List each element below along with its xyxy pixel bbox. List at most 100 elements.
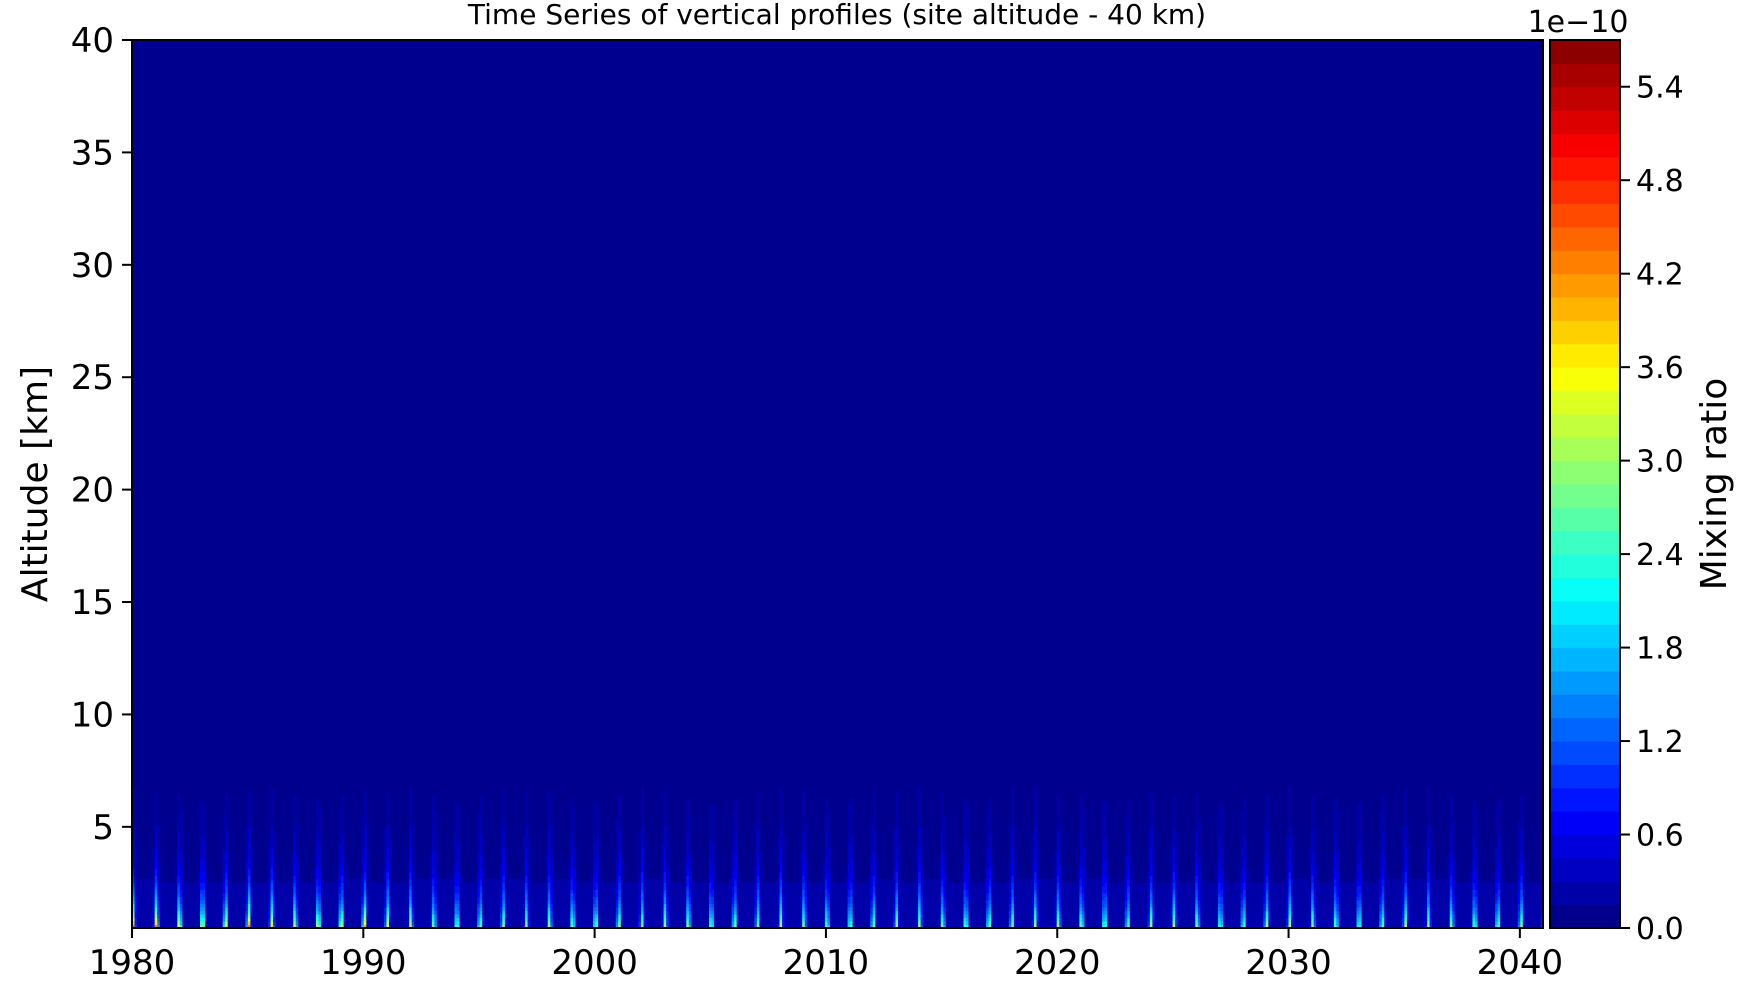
heatmap-cell [640,861,645,866]
heatmap-cell [189,885,194,890]
heatmap-cell [656,913,660,919]
heatmap-cell [570,840,574,845]
heatmap-cell [661,906,665,912]
heatmap-cell [600,924,604,928]
heatmap-cell [227,892,231,897]
heatmap-cell [132,843,136,848]
heatmap-cell [716,885,720,890]
heatmap-cell [457,889,461,894]
heatmap-cell [172,917,176,922]
heatmap-cell [583,896,587,901]
heatmap-cell [389,920,393,926]
heatmap-cell [409,787,413,792]
heatmap-cell [290,885,294,890]
heatmap-cell [751,913,755,919]
heatmap-cell [154,903,158,908]
heatmap-cell [797,889,801,894]
heatmap-cell [414,885,418,890]
heatmap-cell [668,924,672,928]
heatmap-cell [739,920,743,926]
heatmap-cell [250,882,254,887]
heatmap-cell [572,924,577,928]
heatmap-cell [404,917,408,922]
heatmap-cell [366,924,370,928]
heatmap-cell [394,885,398,890]
heatmap-cell [318,822,322,827]
heatmap-cell [527,857,531,862]
heatmap-cell [635,899,640,905]
heatmap-cell [525,917,529,922]
heatmap-cell [303,917,307,922]
heatmap-cell [633,903,637,908]
heatmap-cell [172,882,176,887]
heatmap-cell [550,847,554,852]
heatmap-cell [640,896,645,901]
heatmap-cell [255,906,259,912]
heatmap-cell [338,843,342,848]
heatmap-cell [540,920,544,926]
heatmap-cell [169,882,173,887]
heatmap-cell [719,882,723,887]
heatmap-cell [441,892,446,897]
heatmap-cell [293,836,297,841]
heatmap-cell [701,920,705,926]
heatmap-cell [230,906,234,912]
heatmap-cell [409,836,413,841]
heatmap-cell [686,896,690,901]
heatmap-cell [441,920,446,926]
heatmap-cell [603,903,607,908]
heatmap-cell [671,885,675,890]
heatmap-cell [424,896,428,901]
heatmap-cell [139,892,143,897]
heatmap-cell [583,924,587,928]
heatmap-cell [134,864,138,869]
heatmap-cell [593,843,597,848]
heatmap-cell [411,843,415,848]
heatmap-cell [502,847,506,852]
heatmap-cell [132,910,136,915]
heatmap-cell [431,801,435,806]
heatmap-cell [522,899,526,905]
heatmap-cell [794,913,798,919]
heatmap-cell [688,829,692,834]
heatmap-cell [273,833,277,838]
heatmap-cell [575,913,579,919]
heatmap-cell [270,791,274,796]
heatmap-cell [630,913,635,919]
heatmap-cell [215,906,219,912]
heatmap-cell [268,896,272,901]
heatmap-cell [678,924,682,928]
heatmap-cell [736,910,740,915]
heatmap-cell [222,875,226,880]
heatmap-cell [525,801,529,806]
heatmap-cell [323,896,327,901]
heatmap-cell [701,906,705,912]
heatmap-cell [202,808,206,813]
heatmap-cell [169,889,173,894]
heatmap-cell [492,920,496,926]
heatmap-cell [625,885,629,890]
heatmap-cell [409,805,413,810]
heatmap-cell [688,833,692,838]
heatmap-cell [137,889,141,894]
heatmap-cell [509,892,514,897]
heatmap-cell [371,899,375,905]
heatmap-cell [482,910,486,915]
heatmap-cell [777,920,781,926]
heatmap-cell [595,808,599,813]
heatmap-cell [250,903,254,908]
heatmap-cell [230,896,234,901]
heatmap-cell [424,913,428,919]
heatmap-cell [706,889,710,894]
heatmap-cell [683,913,687,919]
heatmap-cell [300,896,304,901]
heatmap-cell [719,924,723,928]
heatmap-cell [389,878,393,883]
heatmap-cell [572,920,577,926]
heatmap-cell [550,896,554,901]
heatmap-cell [157,826,161,831]
heatmap-cell [421,889,425,894]
heatmap-cell [532,899,536,905]
heatmap-cell [333,899,337,905]
heatmap-cell [389,889,393,894]
